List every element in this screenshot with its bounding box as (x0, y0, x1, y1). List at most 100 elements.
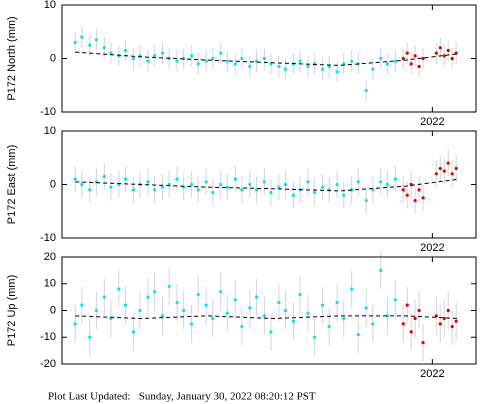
point (446, 161, 450, 165)
point (446, 48, 450, 53)
point (117, 287, 121, 291)
point (350, 59, 354, 63)
point (356, 180, 360, 184)
point (131, 330, 136, 334)
point (434, 314, 438, 318)
y-tick-label: 20 (44, 251, 56, 263)
point (233, 298, 237, 302)
y-tick-label: 0 (50, 52, 56, 64)
point (306, 64, 310, 69)
point (342, 316, 346, 321)
point (438, 46, 442, 50)
point (401, 188, 405, 192)
point (175, 300, 179, 305)
point (233, 177, 237, 181)
point (385, 182, 389, 187)
point (405, 303, 409, 307)
point (342, 193, 346, 197)
footer: Plot Last Updated: Sunday, January 30, 2… (48, 391, 316, 403)
point (313, 335, 317, 339)
trend-line (75, 51, 459, 66)
point (277, 185, 281, 189)
point (269, 190, 273, 195)
x-tick-label: 2022 (420, 116, 444, 128)
point (190, 322, 194, 326)
point (393, 177, 397, 181)
y-tick-label: 10 (44, 125, 56, 137)
y-tick-label: 0 (50, 178, 56, 190)
point (131, 56, 136, 61)
point (269, 330, 273, 334)
point (262, 56, 266, 61)
point (385, 62, 389, 66)
point (442, 169, 446, 173)
point (240, 188, 244, 192)
point (291, 193, 296, 197)
point (434, 51, 438, 55)
point (88, 335, 92, 339)
point (88, 188, 92, 192)
point (225, 185, 229, 189)
point (283, 308, 288, 313)
y-axis-label: P172 Up (mm) (6, 275, 18, 347)
point (225, 311, 229, 315)
point (240, 56, 244, 61)
point (123, 48, 128, 53)
y-tick-label: 0 (50, 304, 56, 316)
point (175, 177, 179, 181)
point (438, 322, 442, 326)
point (450, 324, 454, 329)
point (254, 295, 259, 299)
point (160, 314, 165, 318)
point (123, 177, 128, 181)
y-tick-label: -20 (40, 358, 56, 370)
point (320, 67, 325, 71)
point (102, 295, 106, 299)
point (393, 59, 397, 63)
point (138, 308, 142, 313)
point (219, 182, 223, 187)
point (450, 56, 454, 61)
y-tick-label: -10 (40, 106, 56, 118)
point (454, 319, 458, 323)
y-tick-label: 10 (44, 278, 56, 290)
point (379, 180, 383, 184)
point (283, 182, 288, 187)
point (401, 56, 405, 61)
point (335, 70, 339, 74)
point (413, 316, 417, 321)
y-tick-label: -10 (40, 331, 56, 343)
plot-frame (61, 130, 477, 239)
point (204, 59, 208, 63)
x-tick-label: 2022 (420, 242, 444, 254)
point (146, 180, 150, 184)
point (409, 330, 413, 334)
point (421, 56, 425, 61)
point (417, 308, 421, 313)
plot-frame (61, 4, 477, 113)
point (204, 303, 208, 307)
point (123, 303, 128, 307)
point (438, 166, 442, 171)
point (102, 174, 106, 179)
point (298, 292, 302, 297)
point (146, 295, 150, 299)
y-axis-label: P172 East (mm) (6, 145, 18, 224)
point (434, 172, 438, 176)
point (211, 190, 215, 195)
point (446, 308, 450, 313)
point (283, 67, 288, 71)
point (248, 64, 252, 69)
point (298, 59, 302, 63)
point (73, 322, 77, 326)
point (393, 298, 397, 302)
point (413, 198, 417, 203)
point (190, 182, 194, 187)
point (442, 316, 446, 321)
point (417, 188, 421, 192)
point (327, 64, 331, 69)
point (196, 62, 200, 66)
point (350, 287, 354, 291)
point (401, 322, 405, 326)
